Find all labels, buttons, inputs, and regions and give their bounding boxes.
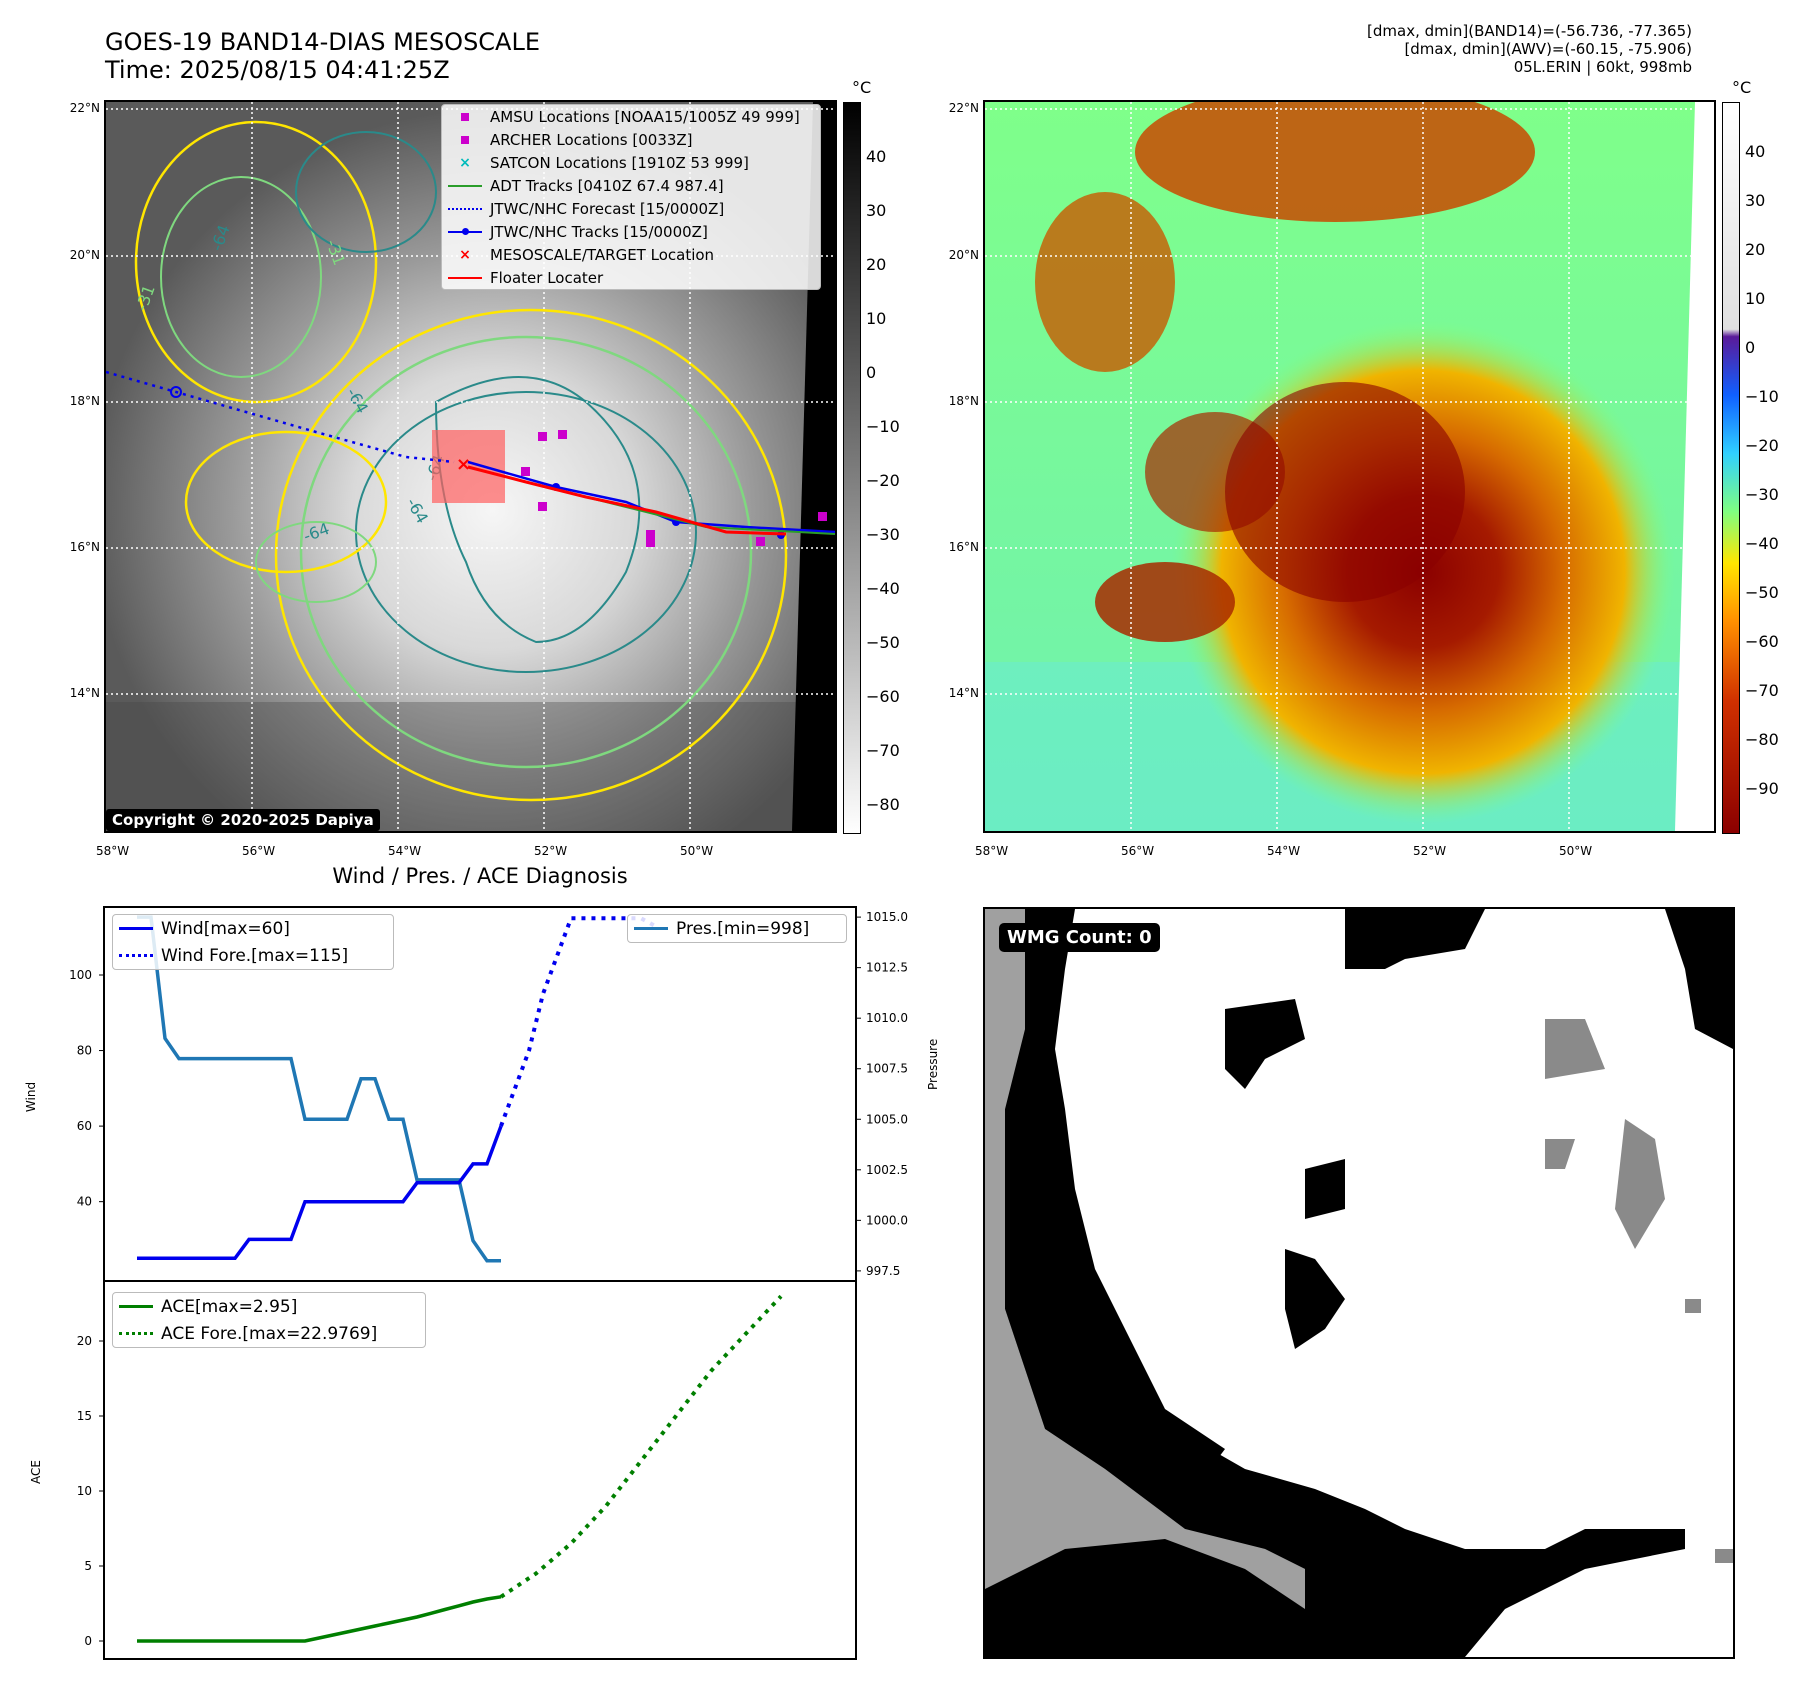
red-line-icon xyxy=(448,271,482,285)
blue-line-icon xyxy=(119,922,153,936)
pressure-ytick-label: 1000.0 xyxy=(866,1213,908,1227)
right-colorbar-unit: °C xyxy=(1732,78,1752,97)
right-colorbar-ticks: 40 30 20 10 0 −10 −20 −30 −40 −50 −60 −7… xyxy=(1745,142,1779,798)
legend-floater: Floater Locater xyxy=(442,266,820,289)
pressure-ytick-label: 1015.0 xyxy=(866,910,908,924)
ace-ytick-label: 0 xyxy=(84,1634,92,1648)
ace-line xyxy=(137,1595,502,1643)
wind-forecast-line xyxy=(499,916,656,1127)
ace-legend: ACE[max=2.95] ACE Fore.[max=22.9769] xyxy=(112,1292,426,1348)
wmg-image xyxy=(985,909,1733,1657)
left-colorbar-ticks: 40 30 20 10 0 −10 −20 −30 −40 −50 −60 −7… xyxy=(866,147,900,814)
blue-line-dot-icon xyxy=(448,225,482,239)
steelblue-line-icon xyxy=(634,922,668,936)
left-colorbar xyxy=(843,102,861,834)
target-x: × xyxy=(456,454,471,475)
magenta-square-icon xyxy=(448,133,482,147)
legend-adt: ADT Tracks [0410Z 67.4 987.4] xyxy=(442,174,820,197)
ace-axes-frame xyxy=(103,1280,857,1660)
ace-ytick-label: 10 xyxy=(77,1484,92,1498)
pressure-ytick-label: 1007.5 xyxy=(866,1062,908,1076)
wind-pressure-chart: 406080100997.51000.01002.51005.01007.510… xyxy=(69,906,908,1660)
legend-ace-fore: ACE Fore.[max=22.9769] xyxy=(113,1320,425,1347)
left-colorbar-unit: °C xyxy=(852,78,872,97)
green-line-icon xyxy=(448,179,482,193)
blue-dotted-line-icon xyxy=(119,949,153,963)
right-colorbar xyxy=(1722,102,1740,834)
left-map-legend: AMSU Locations [NOAA15/1005Z 49 999] ARC… xyxy=(441,104,821,290)
legend-satcon: × SATCON Locations [1910Z 53 999] xyxy=(442,151,820,174)
legend-target: × MESOSCALE/TARGET Location xyxy=(442,243,820,266)
amsu-markers xyxy=(521,430,827,547)
pressure-ytick-label: 1002.5 xyxy=(866,1163,908,1177)
ace-ytick-label: 20 xyxy=(77,1334,92,1348)
pressure-ytick-label: 997.5 xyxy=(866,1264,900,1278)
wind-ytick-label: 40 xyxy=(77,1195,92,1209)
legend-ace: ACE[max=2.95] xyxy=(113,1293,425,1320)
storm-info: 05L.ERIN | 60kt, 998mb xyxy=(1513,58,1692,76)
magenta-square-icon xyxy=(448,110,482,124)
wind-ytick-label: 60 xyxy=(77,1119,92,1133)
right-map-image xyxy=(985,102,1714,831)
ace-ytick-label: 15 xyxy=(77,1409,92,1423)
legend-forecast: JTWC/NHC Forecast [15/0000Z] xyxy=(442,197,820,220)
wind-legend: Wind[max=60] Wind Fore.[max=115] xyxy=(112,914,394,970)
pressure-legend: Pres.[min=998] xyxy=(627,914,847,943)
red-x-icon: × xyxy=(459,246,471,263)
legend-amsu: AMSU Locations [NOAA15/1005Z 49 999] xyxy=(442,105,820,128)
cyan-x-icon: × xyxy=(459,154,471,171)
left-map-panel: -31 -64 -64 -64 -64 -31 -64 × xyxy=(104,100,837,833)
green-dotted-line-icon xyxy=(119,1327,153,1341)
green-line-icon xyxy=(119,1300,153,1314)
wind-ytick-label: 100 xyxy=(69,968,92,982)
right-map-panel xyxy=(983,100,1716,833)
wind-ytick-label: 80 xyxy=(77,1044,92,1058)
wmg-count-badge: WMG Count: 0 xyxy=(999,923,1160,952)
pressure-ytick-label: 1010.0 xyxy=(866,1011,908,1025)
wmg-panel: WMG Count: 0 xyxy=(983,907,1735,1659)
stats-awv: [dmax, dmin](AWV)=(-60.15, -75.906) xyxy=(1404,40,1692,58)
pressure-ytick-label: 1005.0 xyxy=(866,1112,908,1126)
blue-dotted-line-icon xyxy=(448,202,482,216)
right-lat-labels: 22°N 20°N 18°N 16°N 14°N xyxy=(948,101,979,700)
stats-info: [dmax, dmin](BAND14)=(-56.736, -77.365) … xyxy=(1367,22,1692,76)
chart-title: Wind / Pres. / ACE Diagnosis xyxy=(332,864,628,888)
ace-ytick-label: 5 xyxy=(84,1559,92,1573)
ace-forecast-line xyxy=(499,1294,783,1599)
pressure-line xyxy=(137,915,501,1263)
legend-archer: ARCHER Locations [0033Z] xyxy=(442,128,820,151)
stats-band14: [dmax, dmin](BAND14)=(-56.736, -77.365) xyxy=(1367,22,1692,40)
legend-wind-fore: Wind Fore.[max=115] xyxy=(113,942,393,969)
legend-wind: Wind[max=60] xyxy=(113,915,393,942)
legend-tracks: JTWC/NHC Tracks [15/0000Z] xyxy=(442,220,820,243)
figure-title: GOES-19 BAND14-DIAS MESOSCALE Time: 2025… xyxy=(105,28,540,84)
left-lat-labels: 22°N 20°N 18°N 16°N 14°N xyxy=(69,101,100,700)
pressure-ytick-label: 1012.5 xyxy=(866,961,908,975)
title-line-1: GOES-19 BAND14-DIAS MESOSCALE xyxy=(105,28,541,56)
wind-line xyxy=(137,1125,503,1261)
copyright-badge: Copyright © 2020-2025 Dapiya xyxy=(106,809,380,831)
title-line-2: Time: 2025/08/15 04:41:25Z xyxy=(105,56,450,84)
floater-track xyxy=(467,465,787,536)
legend-pressure: Pres.[min=998] xyxy=(628,915,846,942)
